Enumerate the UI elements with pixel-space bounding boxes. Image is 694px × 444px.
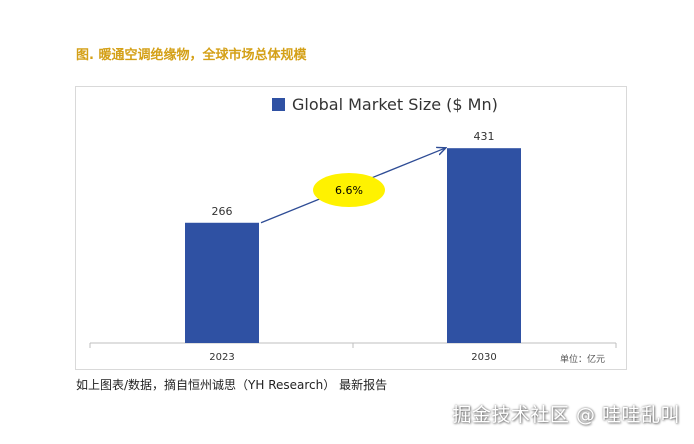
x-tick-label-2030: 2030 bbox=[471, 352, 496, 363]
legend-label: Global Market Size ($ Mn) bbox=[292, 95, 498, 114]
x-tick-label-2023: 2023 bbox=[209, 352, 234, 363]
data-label-2030: 431 bbox=[474, 130, 495, 143]
bar-chart: Global Market Size ($ Mn) 266 2023 431 2030 6… bbox=[89, 95, 617, 365]
bar-2030 bbox=[447, 148, 521, 343]
legend-swatch bbox=[272, 98, 285, 111]
chart-area: Global Market Size ($ Mn) 266 2023 431 2030 6… bbox=[75, 86, 627, 370]
bar-2023 bbox=[185, 222, 259, 343]
cagr-bubble bbox=[313, 173, 385, 207]
source-note: 如上图表/数据，摘自恒州诚思（YH Research） 最新报告 bbox=[76, 378, 388, 392]
unit-note: 单位：亿元 bbox=[560, 353, 605, 365]
figure-title: 图. 暖通空调绝缘物，全球市场总体规模 bbox=[76, 48, 307, 63]
data-label-2023: 266 bbox=[212, 205, 233, 218]
watermark: 掘金技术社区 @ 哇哇乱叫 bbox=[452, 404, 680, 426]
cagr-label: 6.6% bbox=[335, 184, 363, 197]
